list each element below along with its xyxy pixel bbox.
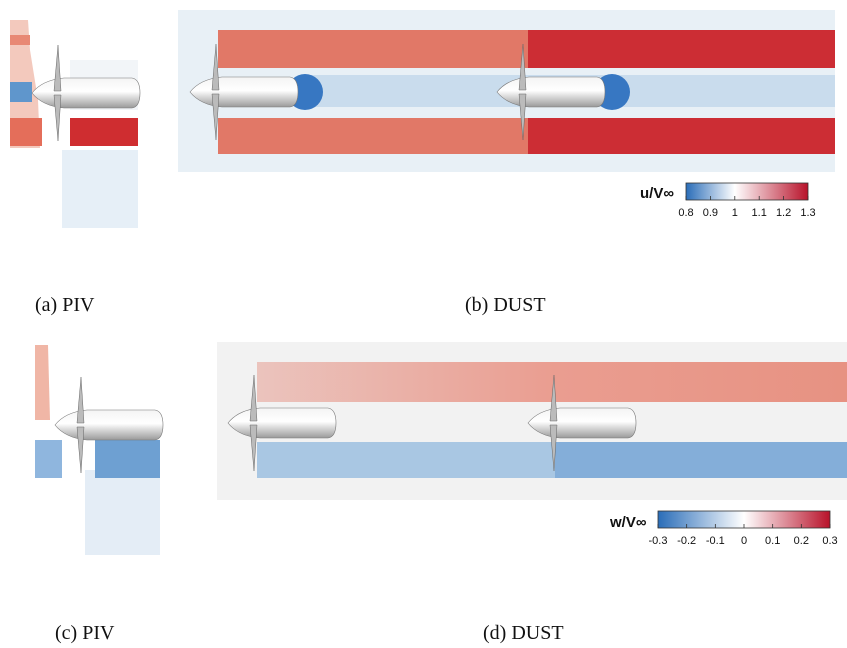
panel-a <box>10 20 141 228</box>
colorbar-tick-label: -0.1 <box>706 535 725 547</box>
colorbar-tick-label: -0.2 <box>677 535 696 547</box>
colorbar-tick-label: 0.2 <box>794 535 809 547</box>
colorbar-u: u/V∞ 0.8 0.9 1 1.1 1.2 1.3 <box>640 182 816 219</box>
colorbar-w: w/V∞ -0.3 -0.2 -0.1 0 0.1 0.2 0.3 <box>609 510 838 547</box>
colorbar-tick-label: -0.3 <box>649 535 668 547</box>
colorbar-tick-label: 0.3 <box>822 535 837 547</box>
colorbar-tick-label: 1.1 <box>752 207 767 219</box>
panel-b <box>178 10 835 172</box>
colorbar-tick-label: 1.3 <box>800 207 815 219</box>
caption: (d) DUST <box>483 622 564 644</box>
panel-d <box>217 342 847 500</box>
colorbar-tick-label: 1.2 <box>776 207 791 219</box>
caption: (a) PIV <box>35 294 95 316</box>
colorbar-tick-label: 0.1 <box>765 535 780 547</box>
colorbar-tick-label: 0.8 <box>678 207 693 219</box>
colorbar-tick-label: 1 <box>732 207 738 219</box>
panel-c <box>35 345 164 555</box>
colorbar-label: w/V∞ <box>609 514 647 531</box>
colorbar <box>685 182 809 201</box>
colorbar-label: u/V∞ <box>640 185 674 202</box>
caption: (b) DUST <box>465 294 546 316</box>
colorbar-tick-label: 0.9 <box>703 207 718 219</box>
colorbar-tick-label: 0 <box>741 535 747 547</box>
caption: (c) PIV <box>55 622 115 644</box>
